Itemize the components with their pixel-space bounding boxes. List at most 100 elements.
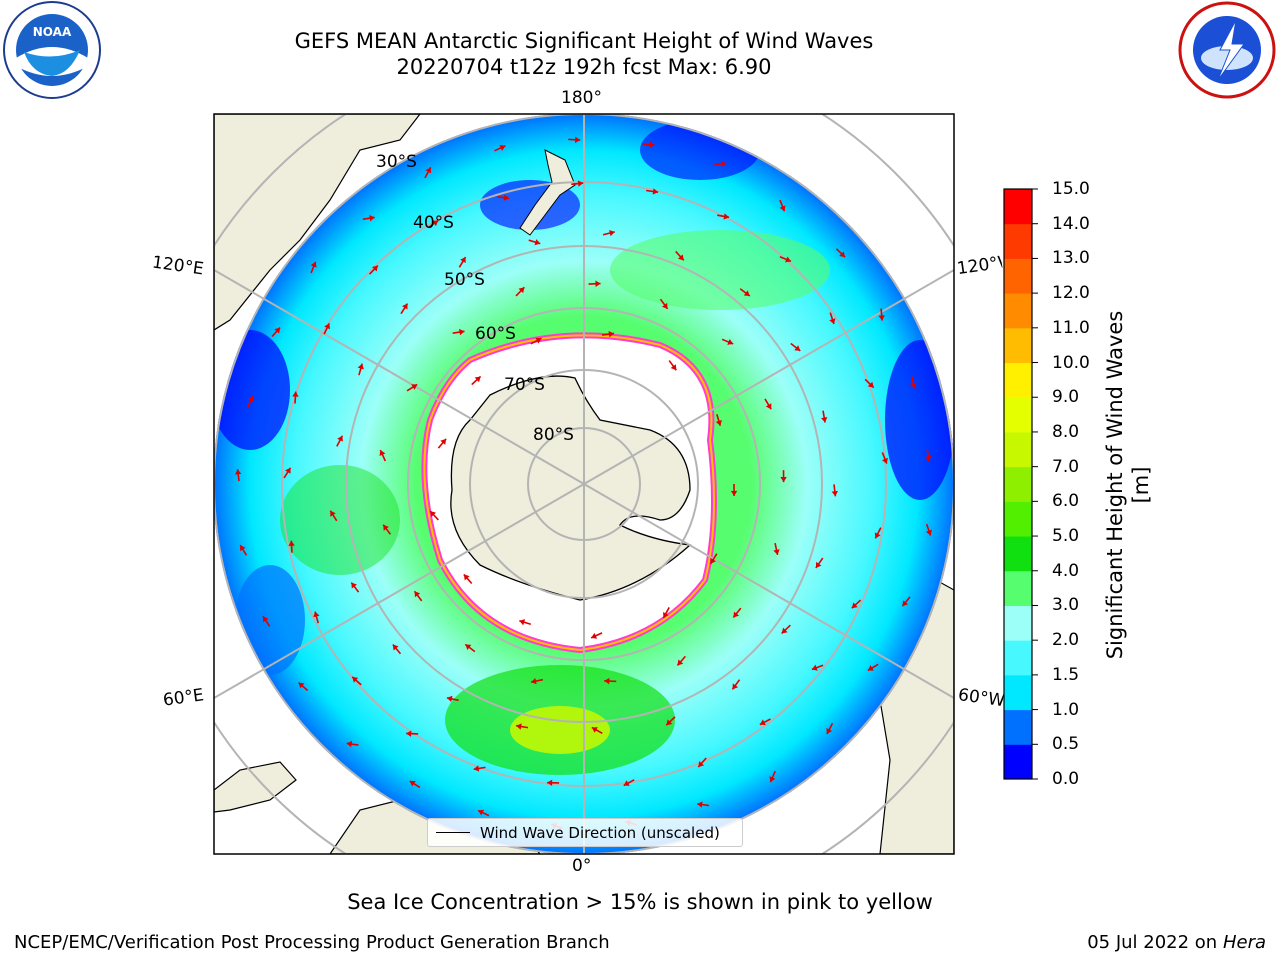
wave-arrow-head: [499, 144, 506, 151]
wave-arrow-head: [440, 438, 447, 445]
colorbar-segment: [1004, 640, 1032, 676]
wave-arrow-head: [698, 761, 705, 768]
wave-arrow-head: [574, 136, 581, 143]
colorbar-segment: [1004, 466, 1032, 502]
wave-arrow-head: [240, 545, 246, 552]
wave-arrow-head: [234, 469, 242, 475]
wave-arrow-head: [609, 229, 615, 237]
wave-arrow-head: [723, 213, 730, 220]
wave-arrow-head: [743, 290, 750, 296]
wave-arrow-head: [516, 723, 522, 730]
wave-arrow-head: [324, 323, 331, 330]
chart-subtitle: 20220704 t12z 192h fcst Max: 6.90: [396, 55, 772, 79]
footer-date: 05 Jul 2022 on Hera: [1087, 932, 1266, 953]
wave-arrow-head: [352, 676, 359, 683]
wave-arrow-head: [411, 384, 418, 390]
wave-arrow-head: [425, 167, 432, 174]
nws-logo: [1178, 1, 1276, 99]
colorbar-tick-label: 13.0: [1052, 248, 1090, 269]
wave-arrow-head: [446, 695, 453, 703]
wave-arrow-head: [666, 719, 673, 726]
wave-arrow-head: [288, 540, 295, 546]
colorbar-segment: [1004, 293, 1032, 329]
colorbar-tick-label: 11.0: [1052, 317, 1090, 338]
wave-arrow-head: [831, 490, 838, 497]
wave-arrow-head: [720, 160, 727, 168]
wave-arrow-head: [829, 318, 836, 325]
map-legend: Wind Wave Direction (unscaled): [427, 818, 743, 847]
wave-arrow-head: [769, 776, 776, 783]
wave-arrow-head: [821, 416, 828, 423]
colorbar-segment: [1004, 605, 1032, 641]
wave-arrow-head: [839, 251, 846, 258]
wave-arrow-head: [519, 619, 526, 626]
wave-arrow-head: [474, 376, 481, 383]
wave-arrow-head: [310, 261, 317, 268]
wave-arrow-head: [851, 602, 858, 609]
wave-direction-arrows: [234, 136, 932, 830]
wave-arrow-head: [773, 549, 780, 555]
wave-arrow-head: [369, 214, 375, 222]
colorbar-tick-label: 0.5: [1052, 734, 1080, 755]
wave-arrow-head: [459, 328, 465, 336]
wave-arrow-head: [677, 254, 684, 261]
wave-arrow-head: [925, 529, 932, 536]
noaa-logo: NOAA: [3, 1, 101, 99]
lon-label-0: 0°: [572, 856, 592, 876]
colorbar-tick-label: 1.0: [1052, 699, 1080, 720]
wave-arrow-head: [518, 287, 525, 294]
colorbar-tick-label: 9.0: [1052, 387, 1080, 408]
colorbar-tick-label: 4.0: [1052, 560, 1080, 581]
wave-arrow-head: [383, 524, 389, 531]
colorbar-segment: [1004, 189, 1032, 225]
colorbar-segment: [1004, 327, 1032, 364]
colorbar-segment: [1004, 397, 1032, 433]
colorbar-tick-label: 5.0: [1052, 526, 1080, 547]
wave-arrow-head: [765, 403, 772, 410]
wave-arrow-head: [677, 659, 684, 666]
colorbar-tick-label: 8.0: [1052, 421, 1080, 442]
wave-arrow-head: [652, 188, 659, 195]
wave-arrow-head: [292, 391, 299, 397]
wave-arrow-head: [925, 455, 932, 462]
wave-arrow-head: [826, 727, 833, 734]
wave-arrow-head: [478, 809, 485, 816]
wave-arrow-head: [780, 476, 787, 483]
colorbar-segment: [1004, 536, 1032, 572]
wave-arrow-head: [262, 616, 269, 623]
lat-label-70s: 70°S: [504, 375, 545, 395]
wave-arrow-head: [372, 265, 378, 272]
footer-credit: NCEP/EMC/Verification Post Processing Pr…: [14, 932, 610, 953]
land-australia: [214, 114, 421, 331]
sea-ice-note: Sea Ice Concentration > 15% is shown in …: [347, 890, 933, 914]
wave-arrow-head: [815, 561, 822, 568]
wave-arrow-head: [535, 337, 542, 344]
wave-arrow-head: [463, 574, 470, 581]
colorbar-segment: [1004, 570, 1032, 606]
wave-arrow-head: [623, 780, 630, 786]
colorbar-segment: [1004, 501, 1032, 537]
colorbar: [1004, 188, 1038, 780]
wave-arrow-head: [330, 510, 336, 517]
wave-arrow-head: [730, 490, 738, 496]
colorbar-tick-label: 15.0: [1052, 179, 1090, 199]
wave-arrow-head: [414, 591, 421, 598]
wave-arrow-head: [337, 435, 343, 442]
colorbar-segment: [1004, 223, 1032, 259]
wave-arrow-head: [432, 220, 439, 227]
colorbar-segment: [1004, 362, 1032, 398]
wave-arrow-head: [663, 611, 669, 618]
wave-arrow-head: [649, 141, 655, 148]
svg-text:NOAA: NOAA: [33, 25, 72, 39]
colorbar-segment: [1004, 431, 1032, 468]
land-madagascar: [214, 761, 297, 813]
lon-label-180: 180°: [561, 88, 602, 108]
wave-arrow-head: [727, 338, 734, 345]
wave-arrow-head: [392, 644, 399, 651]
lat-label-80s: 80°S: [533, 425, 574, 445]
wave-arrow-head: [473, 765, 480, 772]
wave-arrow-head: [247, 396, 254, 403]
wave-arrow-head: [878, 315, 885, 321]
chart-title: GEFS MEAN Antarctic Significant Height o…: [294, 29, 874, 53]
